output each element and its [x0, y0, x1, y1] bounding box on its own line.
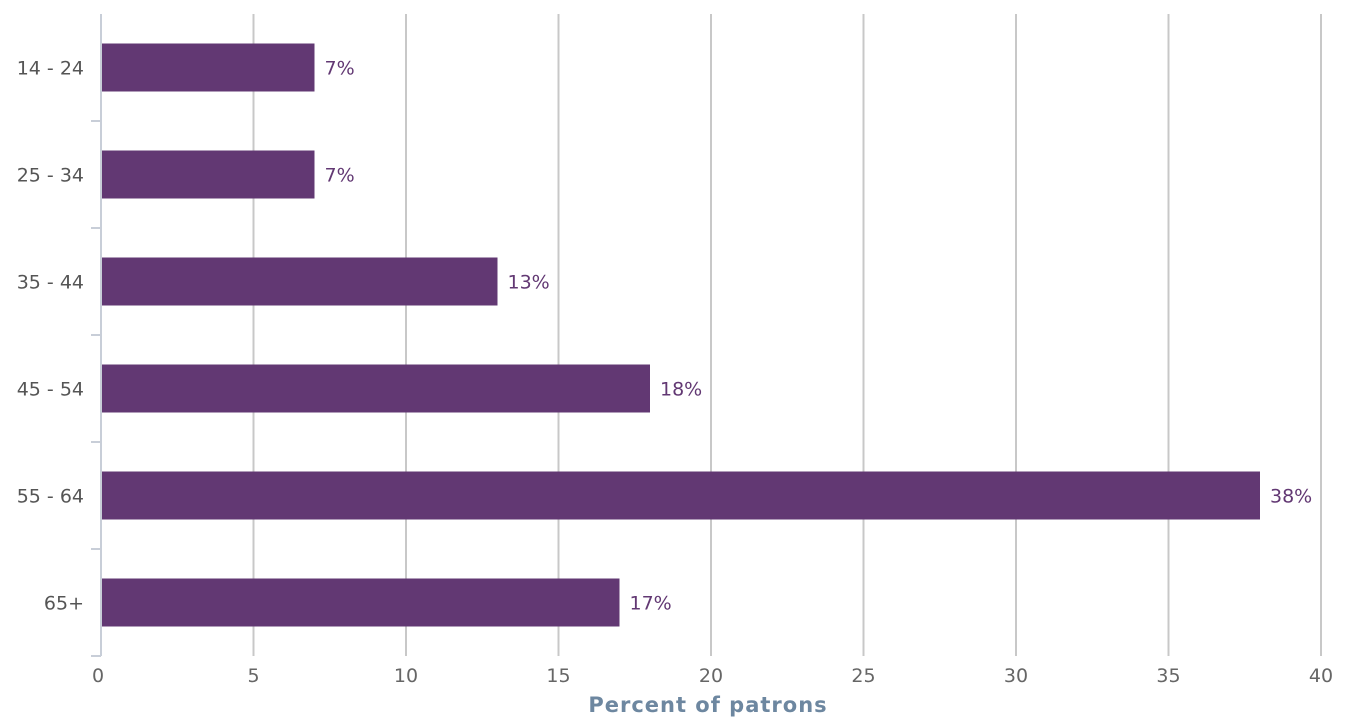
x-tick-label: 20 — [699, 665, 723, 687]
bar-14-24 — [101, 43, 315, 92]
category-labels: 14 - 24 25 - 34 35 - 44 45 - 54 55 - 64 65+ — [17, 58, 84, 615]
category-label: 65+ — [44, 593, 84, 615]
category-label: 14 - 24 — [17, 58, 84, 80]
bar-55-64 — [101, 471, 1260, 520]
grid-lines — [252, 14, 1322, 656]
x-tick-labels: 0 5 10 15 20 25 30 35 40 — [92, 665, 1333, 687]
bar-25-34 — [101, 150, 315, 199]
bar-65- — [101, 578, 620, 627]
data-label: 38% — [1270, 486, 1312, 508]
category-label: 55 - 64 — [17, 486, 84, 508]
data-labels: 7% 7% 13% 18% 38% 17% — [325, 58, 1313, 615]
bars — [101, 43, 1260, 627]
bar-45-54 — [101, 364, 650, 413]
x-tick-label: 5 — [247, 665, 259, 687]
x-tick-label: 15 — [546, 665, 570, 687]
data-label: 18% — [660, 379, 702, 401]
y-axis — [91, 14, 102, 657]
bar-35-44 — [101, 257, 498, 306]
x-tick-label: 25 — [851, 665, 875, 687]
x-tick-label: 40 — [1309, 665, 1333, 687]
category-label: 45 - 54 — [17, 379, 84, 401]
data-label: 7% — [325, 165, 355, 187]
data-label: 7% — [325, 58, 355, 80]
x-tick-label: 0 — [92, 665, 104, 687]
x-axis-title: Percent of patrons — [588, 693, 827, 717]
x-tick-label: 35 — [1156, 665, 1180, 687]
x-tick-label: 30 — [1004, 665, 1028, 687]
category-label: 25 - 34 — [17, 165, 84, 187]
data-label: 17% — [630, 593, 672, 615]
data-label: 13% — [508, 272, 550, 294]
x-tick-label: 10 — [394, 665, 418, 687]
category-label: 35 - 44 — [17, 272, 84, 294]
